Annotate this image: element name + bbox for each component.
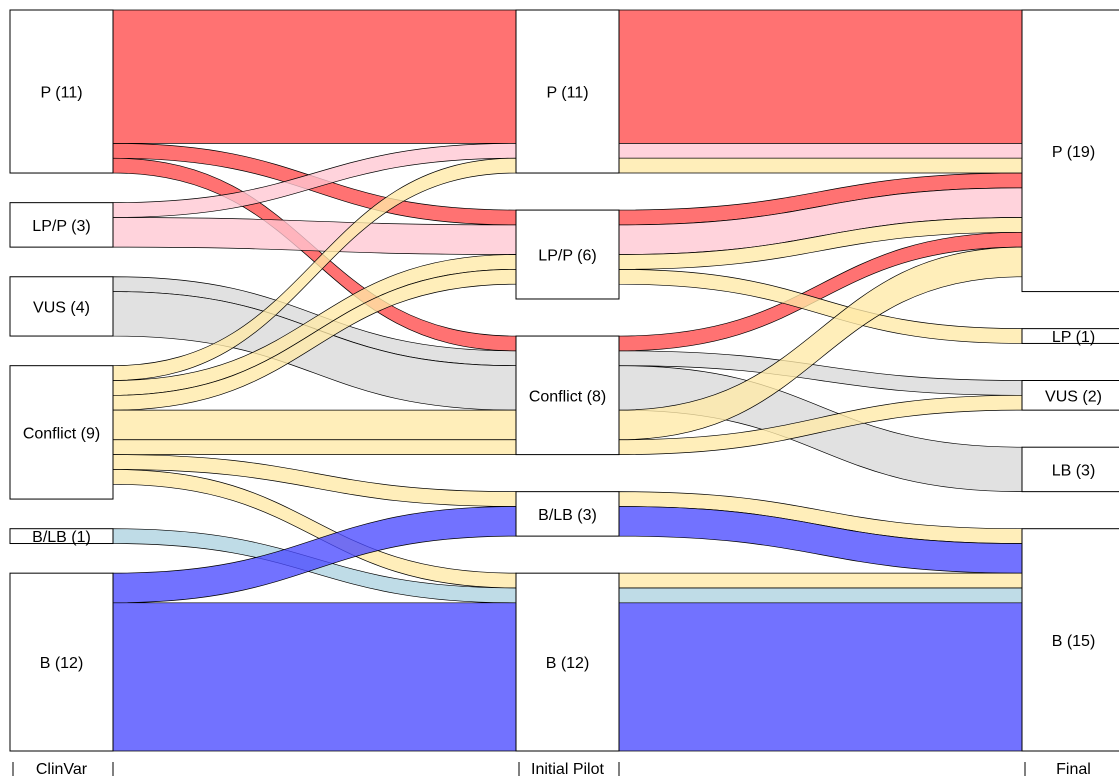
stratum-label-initialpilot-3: B/LB (3)	[538, 507, 597, 524]
flow-b-16-seg0	[112, 602, 517, 752]
labels-layer: P (11) LP/P (3) VUS (4) Conflict (9) B/LB (1…	[23, 85, 1102, 673]
axis-label-final: Final	[1056, 761, 1091, 778]
flow-p-0-seg1	[618, 9, 1023, 144]
stratum-label-clinvar-0: P (11)	[40, 85, 82, 102]
stratum-label-final-2: VUS (2)	[1045, 388, 1102, 405]
stratum-label-clinvar-5: B (12)	[40, 655, 84, 672]
stratum-label-initialpilot-4: B (12)	[546, 655, 590, 672]
flow-lpp-3-seg1	[618, 143, 1023, 159]
stratum-box-clinvar-4	[9, 528, 114, 545]
axis-layer: ClinVar Initial Pilot Final	[12, 761, 1091, 778]
stratum-box-initialpilot-3	[515, 491, 620, 537]
stratum-label-clinvar-2: VUS (4)	[33, 299, 90, 316]
flow-conflict-13-seg1	[618, 572, 1023, 589]
stratum-label-initialpilot-0: P (11)	[546, 85, 588, 102]
strata-layer	[9, 9, 1119, 752]
flow-conflict-7-seg1	[618, 157, 1023, 174]
stratum-label-final-0: P (19)	[1052, 144, 1095, 161]
stratum-box-clinvar-5	[9, 572, 114, 752]
stratum-box-clinvar-1	[9, 202, 114, 248]
stratum-label-clinvar-3: Conflict (9)	[23, 425, 100, 442]
flow-blb-14-seg1	[618, 587, 1023, 604]
stratum-label-final-4: B (15)	[1052, 633, 1096, 650]
stratum-box-clinvar-3	[9, 365, 114, 500]
stratum-label-final-1: LP (1)	[1052, 329, 1095, 346]
flow-conflict-10-seg0	[112, 409, 517, 441]
stratum-box-final-4	[1021, 528, 1119, 752]
stratum-box-initialpilot-4	[515, 572, 620, 752]
axis-label-initial-pilot: Initial Pilot	[531, 761, 604, 778]
flow-lpp-4-seg0	[112, 217, 517, 255]
stratum-box-initialpilot-1	[515, 209, 620, 300]
stratum-label-initialpilot-1: LP/P (6)	[538, 248, 596, 265]
flow-b-16-seg1	[618, 602, 1023, 752]
stratum-label-initialpilot-2: Conflict (8)	[529, 388, 606, 405]
stratum-box-clinvar-0	[9, 9, 114, 174]
flows-layer	[112, 9, 1023, 752]
stratum-label-clinvar-1: LP/P (3)	[32, 218, 90, 235]
stratum-box-initialpilot-0	[515, 9, 620, 174]
stratum-label-clinvar-4: B/LB (1)	[32, 529, 91, 546]
flow-conflict-11-seg0	[112, 439, 517, 455]
stratum-box-final-2	[1021, 380, 1119, 411]
stratum-box-clinvar-2	[9, 276, 114, 337]
stratum-box-final-0	[1021, 9, 1119, 293]
axis-label-clinvar: ClinVar	[36, 761, 88, 778]
stratum-box-final-1	[1021, 328, 1119, 344]
flow-p-0-seg0	[112, 9, 517, 144]
stratum-box-initialpilot-2	[515, 335, 620, 456]
stratum-label-final-3: LB (3)	[1052, 462, 1096, 479]
stratum-box-final-3	[1021, 446, 1119, 493]
